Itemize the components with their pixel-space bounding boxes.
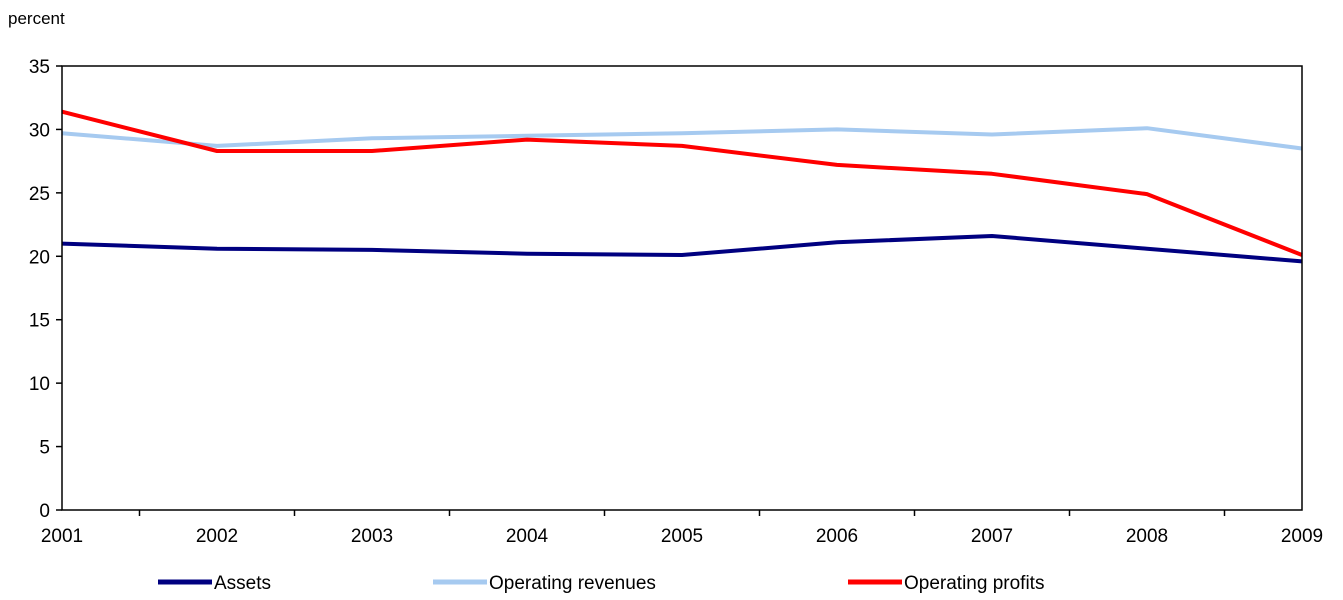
x-tick-label: 2002 [196, 526, 238, 547]
legend: Assets Operating revenues Operating profit… [158, 573, 1044, 594]
x-tick-label: 2007 [971, 526, 1013, 547]
x-tick-label: 2005 [661, 526, 703, 547]
y-tick-label: 15 [29, 311, 50, 332]
x-tick-label: 2003 [351, 526, 393, 547]
series-line-operating-revenues [61, 126, 1303, 151]
y-tick-label: 35 [29, 57, 50, 78]
y-tick-label: 0 [39, 501, 50, 522]
y-tick-label: 30 [29, 120, 50, 141]
y-tick-label: 20 [29, 247, 50, 268]
x-tick-label: 2004 [506, 526, 549, 547]
x-tick-label: 2009 [1281, 526, 1323, 547]
x-tick-label: 2006 [816, 526, 858, 547]
y-tick-label: 5 [39, 438, 50, 459]
y-axis-title: percent [8, 9, 65, 28]
series-line-operating-profits [61, 109, 1303, 257]
x-axis: 2001 2002 2003 2004 2005 2006 2007 2008 2009 [41, 510, 1323, 547]
y-tick-label: 25 [29, 184, 50, 205]
plot-frame [61, 65, 1303, 511]
y-axis: 0 5 10 15 20 25 30 35 [29, 57, 62, 522]
x-tick-label: 2001 [41, 526, 83, 547]
y-tick-label: 10 [29, 374, 50, 395]
x-tick-label: 2008 [1126, 526, 1168, 547]
legend-label: Assets [214, 573, 271, 594]
series-layer [61, 109, 1303, 264]
legend-label: Operating revenues [489, 573, 656, 594]
legend-label: Operating profits [904, 573, 1044, 594]
series-line-assets [61, 234, 1303, 264]
